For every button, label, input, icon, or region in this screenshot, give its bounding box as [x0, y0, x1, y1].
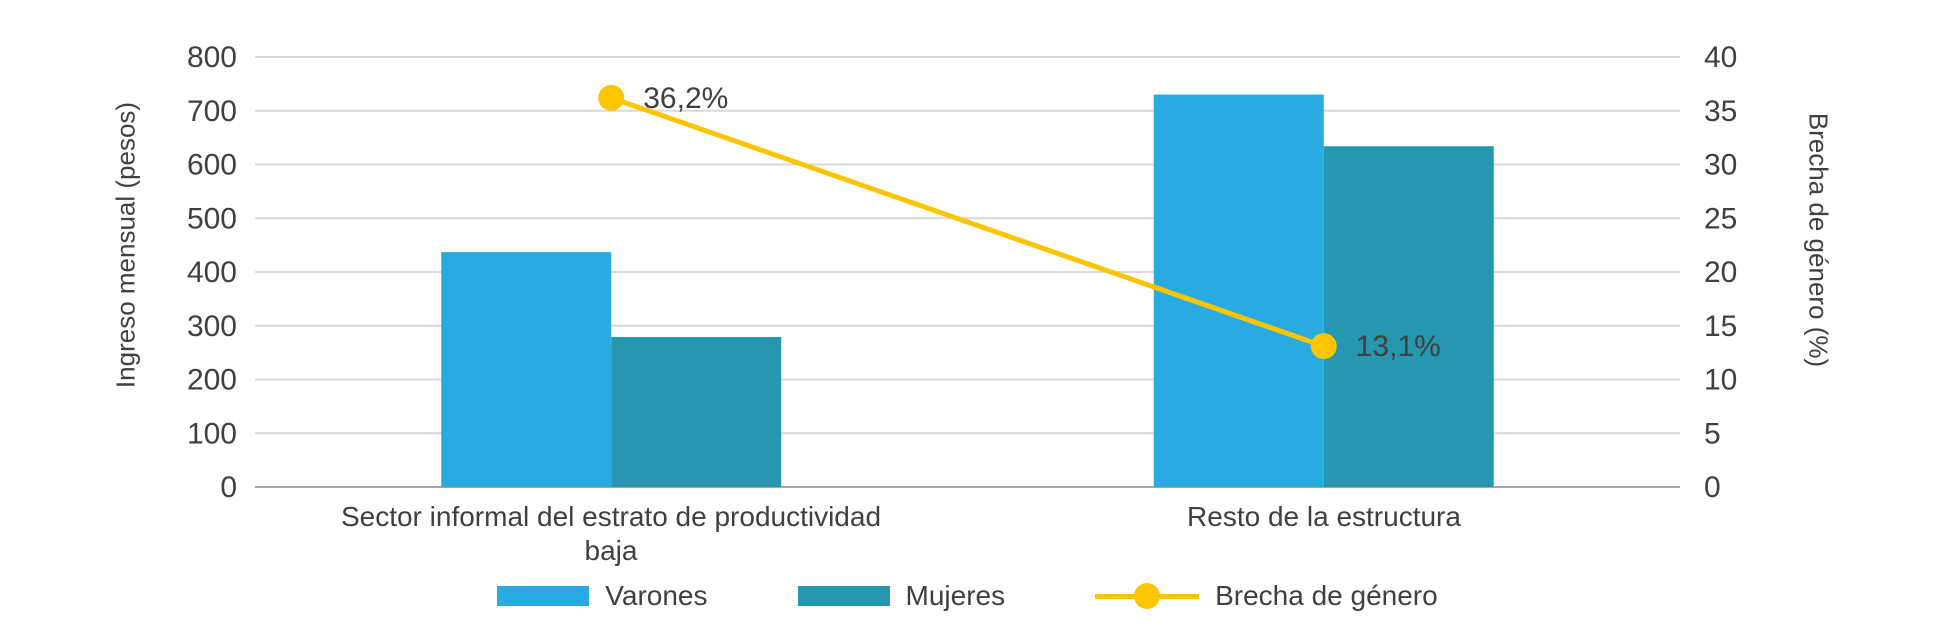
- brecha-point-marker: [1310, 333, 1337, 360]
- right-axis-tick-label: 15: [1704, 310, 1737, 343]
- category-label: Resto de la estructura: [1187, 501, 1461, 532]
- bar-varones: [441, 252, 612, 487]
- legend-item-brecha: Brecha de género: [1095, 580, 1438, 612]
- right-axis-tick-label: 25: [1704, 202, 1737, 235]
- left-axis-tick-label: 700: [187, 95, 237, 128]
- right-axis-tick-label: 40: [1704, 41, 1737, 74]
- legend-label: Varones: [605, 580, 708, 611]
- left-axis-tick-label: 300: [187, 310, 237, 343]
- legend-label: Brecha de género: [1215, 580, 1438, 611]
- brecha-line-marker-swatch: [1095, 582, 1200, 610]
- brecha-point-marker: [598, 84, 625, 111]
- right-axis-tick-label: 5: [1704, 417, 1721, 450]
- bar-varones: [1153, 94, 1324, 487]
- legend-item-varones: Varones: [497, 580, 708, 612]
- left-axis-tick-label: 100: [187, 417, 237, 450]
- legend-item-mujeres: Mujeres: [797, 580, 1006, 612]
- brecha-line: [610, 95, 1325, 349]
- bar-mujeres: [611, 337, 782, 487]
- left-axis-tick-label: 200: [187, 364, 237, 397]
- right-axis-tick-label: 10: [1704, 364, 1737, 397]
- right-axis-tick-label: 30: [1704, 149, 1737, 182]
- bar-mujeres: [1323, 146, 1494, 487]
- left-axis-tick-label: 400: [187, 256, 237, 289]
- left-axis-tick-label: 800: [187, 41, 237, 74]
- right-axis-tick-label: 35: [1704, 95, 1737, 128]
- left-axis-tick-label: 600: [187, 149, 237, 182]
- right-axis-tick-label: 20: [1704, 256, 1737, 289]
- left-axis-title: Ingreso mensual (pesos): [110, 101, 141, 389]
- right-axis-tick-label: 0: [1704, 471, 1721, 504]
- brecha-dot-icon: [1134, 583, 1161, 609]
- varones-swatch: [497, 586, 590, 606]
- legend-label: Mujeres: [905, 580, 1006, 611]
- left-axis-tick-label: 0: [220, 471, 237, 504]
- right-axis-title: Brecha de género (%): [1803, 112, 1834, 368]
- legend: Varones Mujeres Brecha de género: [255, 580, 1680, 612]
- brecha-point-label: 36,2%: [643, 82, 728, 115]
- mujeres-swatch: [797, 586, 890, 606]
- brecha-point-label: 13,1%: [1356, 330, 1441, 363]
- category-label: Sector informal del estrato de productiv…: [340, 501, 882, 566]
- left-axis-tick-label: 500: [187, 202, 237, 235]
